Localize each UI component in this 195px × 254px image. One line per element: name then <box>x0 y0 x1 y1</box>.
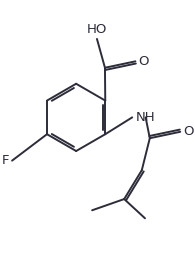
Text: F: F <box>2 154 10 167</box>
Text: O: O <box>138 55 148 68</box>
Text: NH: NH <box>135 111 155 124</box>
Text: HO: HO <box>87 23 107 36</box>
Text: O: O <box>183 125 193 138</box>
